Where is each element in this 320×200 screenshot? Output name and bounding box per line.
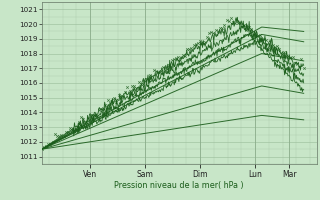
X-axis label: Pression niveau de la mer( hPa ): Pression niveau de la mer( hPa )	[114, 181, 244, 190]
